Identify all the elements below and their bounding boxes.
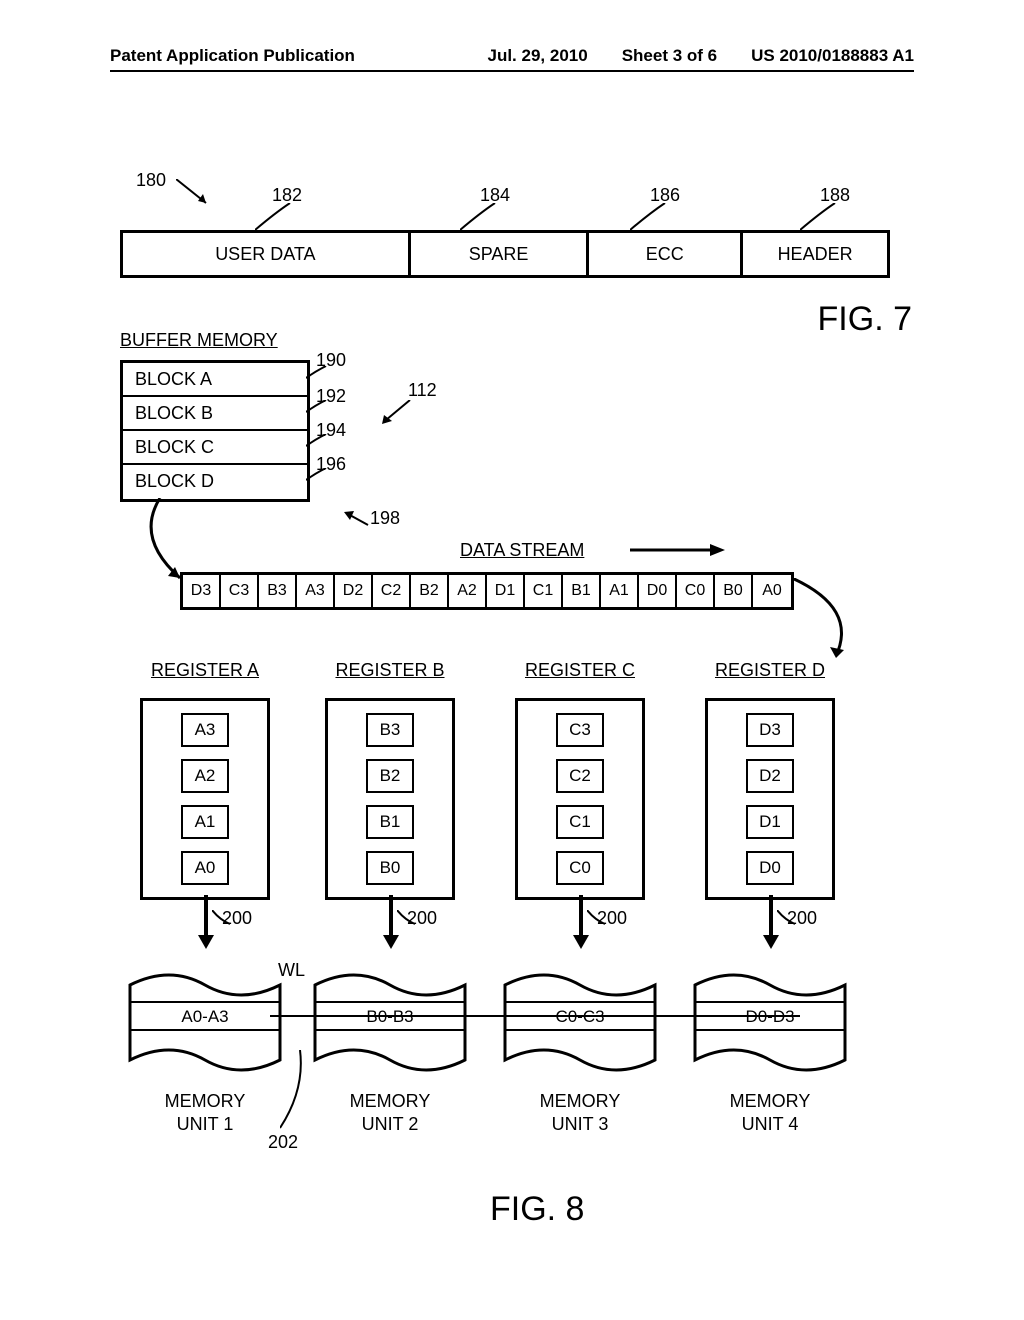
- pub-label: Patent Application Publication: [110, 46, 355, 66]
- stream-cell: C1: [525, 575, 563, 607]
- svg-text:A0-A3: A0-A3: [181, 1007, 228, 1026]
- stream-cell: C2: [373, 575, 411, 607]
- leader-184: [460, 203, 510, 233]
- register-cell: A1: [181, 805, 229, 839]
- stream-cell: D1: [487, 575, 525, 607]
- sector-cell: HEADER: [743, 233, 887, 275]
- register-cell: C3: [556, 713, 604, 747]
- sheet-num: Sheet 3 of 6: [622, 46, 717, 66]
- memory-unit: D0-D3: [690, 970, 850, 1075]
- sector-cell: USER DATA: [123, 233, 411, 275]
- buffer-block: BLOCK ABLOCK BBLOCK CBLOCK D: [120, 360, 310, 502]
- fig8-caption: FIG. 8: [490, 1190, 584, 1229]
- arrow-112: [380, 400, 420, 430]
- leader-186: [630, 203, 680, 233]
- doc-header: Patent Application Publication Jul. 29, …: [110, 46, 914, 66]
- register-cell: B1: [366, 805, 414, 839]
- wl-line: [270, 1015, 800, 1017]
- memory-unit: A0-A3: [125, 970, 285, 1075]
- buffer-row: BLOCK A: [123, 363, 307, 397]
- stream-row: D3C3B3A3D2C2B2A2D1C1B1A1D0C0B0A0: [180, 572, 794, 610]
- stream-title: DATA STREAM: [460, 540, 584, 561]
- ref-112: 112: [408, 380, 437, 401]
- register-stack: A3 A2 A1 A0: [140, 698, 270, 900]
- header-divider: [110, 70, 914, 72]
- ref-202: 202: [268, 1132, 298, 1153]
- pub-date: Jul. 29, 2010: [488, 46, 588, 66]
- leader-188: [800, 203, 850, 233]
- stream-cell: C0: [677, 575, 715, 607]
- stream-cell: A1: [601, 575, 639, 607]
- curve-stream-to-reg: [788, 578, 878, 668]
- stream-cell: D3: [183, 575, 221, 607]
- register-cell: A0: [181, 851, 229, 885]
- stream-arrow-icon: [630, 540, 730, 560]
- ref-180: 180: [136, 170, 166, 191]
- register-cell: C2: [556, 759, 604, 793]
- sector-cell: SPARE: [411, 233, 590, 275]
- register-cell: B0: [366, 851, 414, 885]
- stream-cell: B0: [715, 575, 753, 607]
- register-cell: B2: [366, 759, 414, 793]
- memory-label: MEMORYUNIT 3: [500, 1090, 660, 1137]
- stream-cell: D2: [335, 575, 373, 607]
- sector-cell: ECC: [589, 233, 743, 275]
- register-cell: C1: [556, 805, 604, 839]
- leader-196: [306, 468, 336, 483]
- register-cell: A2: [181, 759, 229, 793]
- stream-cell: B2: [411, 575, 449, 607]
- buffer-title: BUFFER MEMORY: [120, 330, 278, 351]
- memory-label: MEMORYUNIT 1: [125, 1090, 285, 1137]
- leader-192: [306, 400, 336, 415]
- leader-194: [306, 434, 336, 449]
- buffer-row: BLOCK C: [123, 431, 307, 465]
- wl-label: WL: [278, 960, 305, 981]
- figure-8: BUFFER MEMORY BLOCK ABLOCK BBLOCK CBLOCK…: [120, 330, 920, 1170]
- page: Patent Application Publication Jul. 29, …: [0, 0, 1024, 1320]
- memory-label: MEMORYUNIT 4: [690, 1090, 850, 1137]
- register-cell: D0: [746, 851, 794, 885]
- leader-182: [255, 203, 305, 233]
- register-cell: A3: [181, 713, 229, 747]
- buffer-row: BLOCK B: [123, 397, 307, 431]
- register-stack: D3 D2 D1 D0: [705, 698, 835, 900]
- leader-200: [587, 910, 607, 928]
- register-title: REGISTER D: [705, 660, 835, 681]
- stream-cell: C3: [221, 575, 259, 607]
- register-cell: D2: [746, 759, 794, 793]
- leader-200: [397, 910, 417, 928]
- stream-cell: A0: [753, 575, 791, 607]
- register-stack: B3 B2 B1 B0: [325, 698, 455, 900]
- register-cell: D1: [746, 805, 794, 839]
- memory-unit: C0-C3: [500, 970, 660, 1075]
- register-title: REGISTER B: [325, 660, 455, 681]
- leader-200: [777, 910, 797, 928]
- buffer-row: BLOCK D: [123, 465, 307, 499]
- doc-header-right: Jul. 29, 2010 Sheet 3 of 6 US 2010/01888…: [488, 46, 915, 66]
- pub-number: US 2010/0188883 A1: [751, 46, 914, 66]
- sector-row: USER DATASPAREECCHEADER: [120, 230, 890, 278]
- register-cell: D3: [746, 713, 794, 747]
- leader-200: [212, 910, 232, 928]
- arrow-198: [340, 510, 375, 530]
- register-title: REGISTER A: [140, 660, 270, 681]
- register-stack: C3 C2 C1 C0: [515, 698, 645, 900]
- register-title: REGISTER C: [515, 660, 645, 681]
- memory-label: MEMORYUNIT 2: [310, 1090, 470, 1137]
- leader-202: [280, 1050, 310, 1130]
- stream-cell: B1: [563, 575, 601, 607]
- stream-cell: A2: [449, 575, 487, 607]
- leader-190: [306, 366, 336, 381]
- stream-cell: D0: [639, 575, 677, 607]
- stream-cell: A3: [297, 575, 335, 607]
- register-cell: C0: [556, 851, 604, 885]
- stream-cell: B3: [259, 575, 297, 607]
- arrow-180: [176, 179, 216, 209]
- register-cell: B3: [366, 713, 414, 747]
- memory-unit: B0-B3: [310, 970, 470, 1075]
